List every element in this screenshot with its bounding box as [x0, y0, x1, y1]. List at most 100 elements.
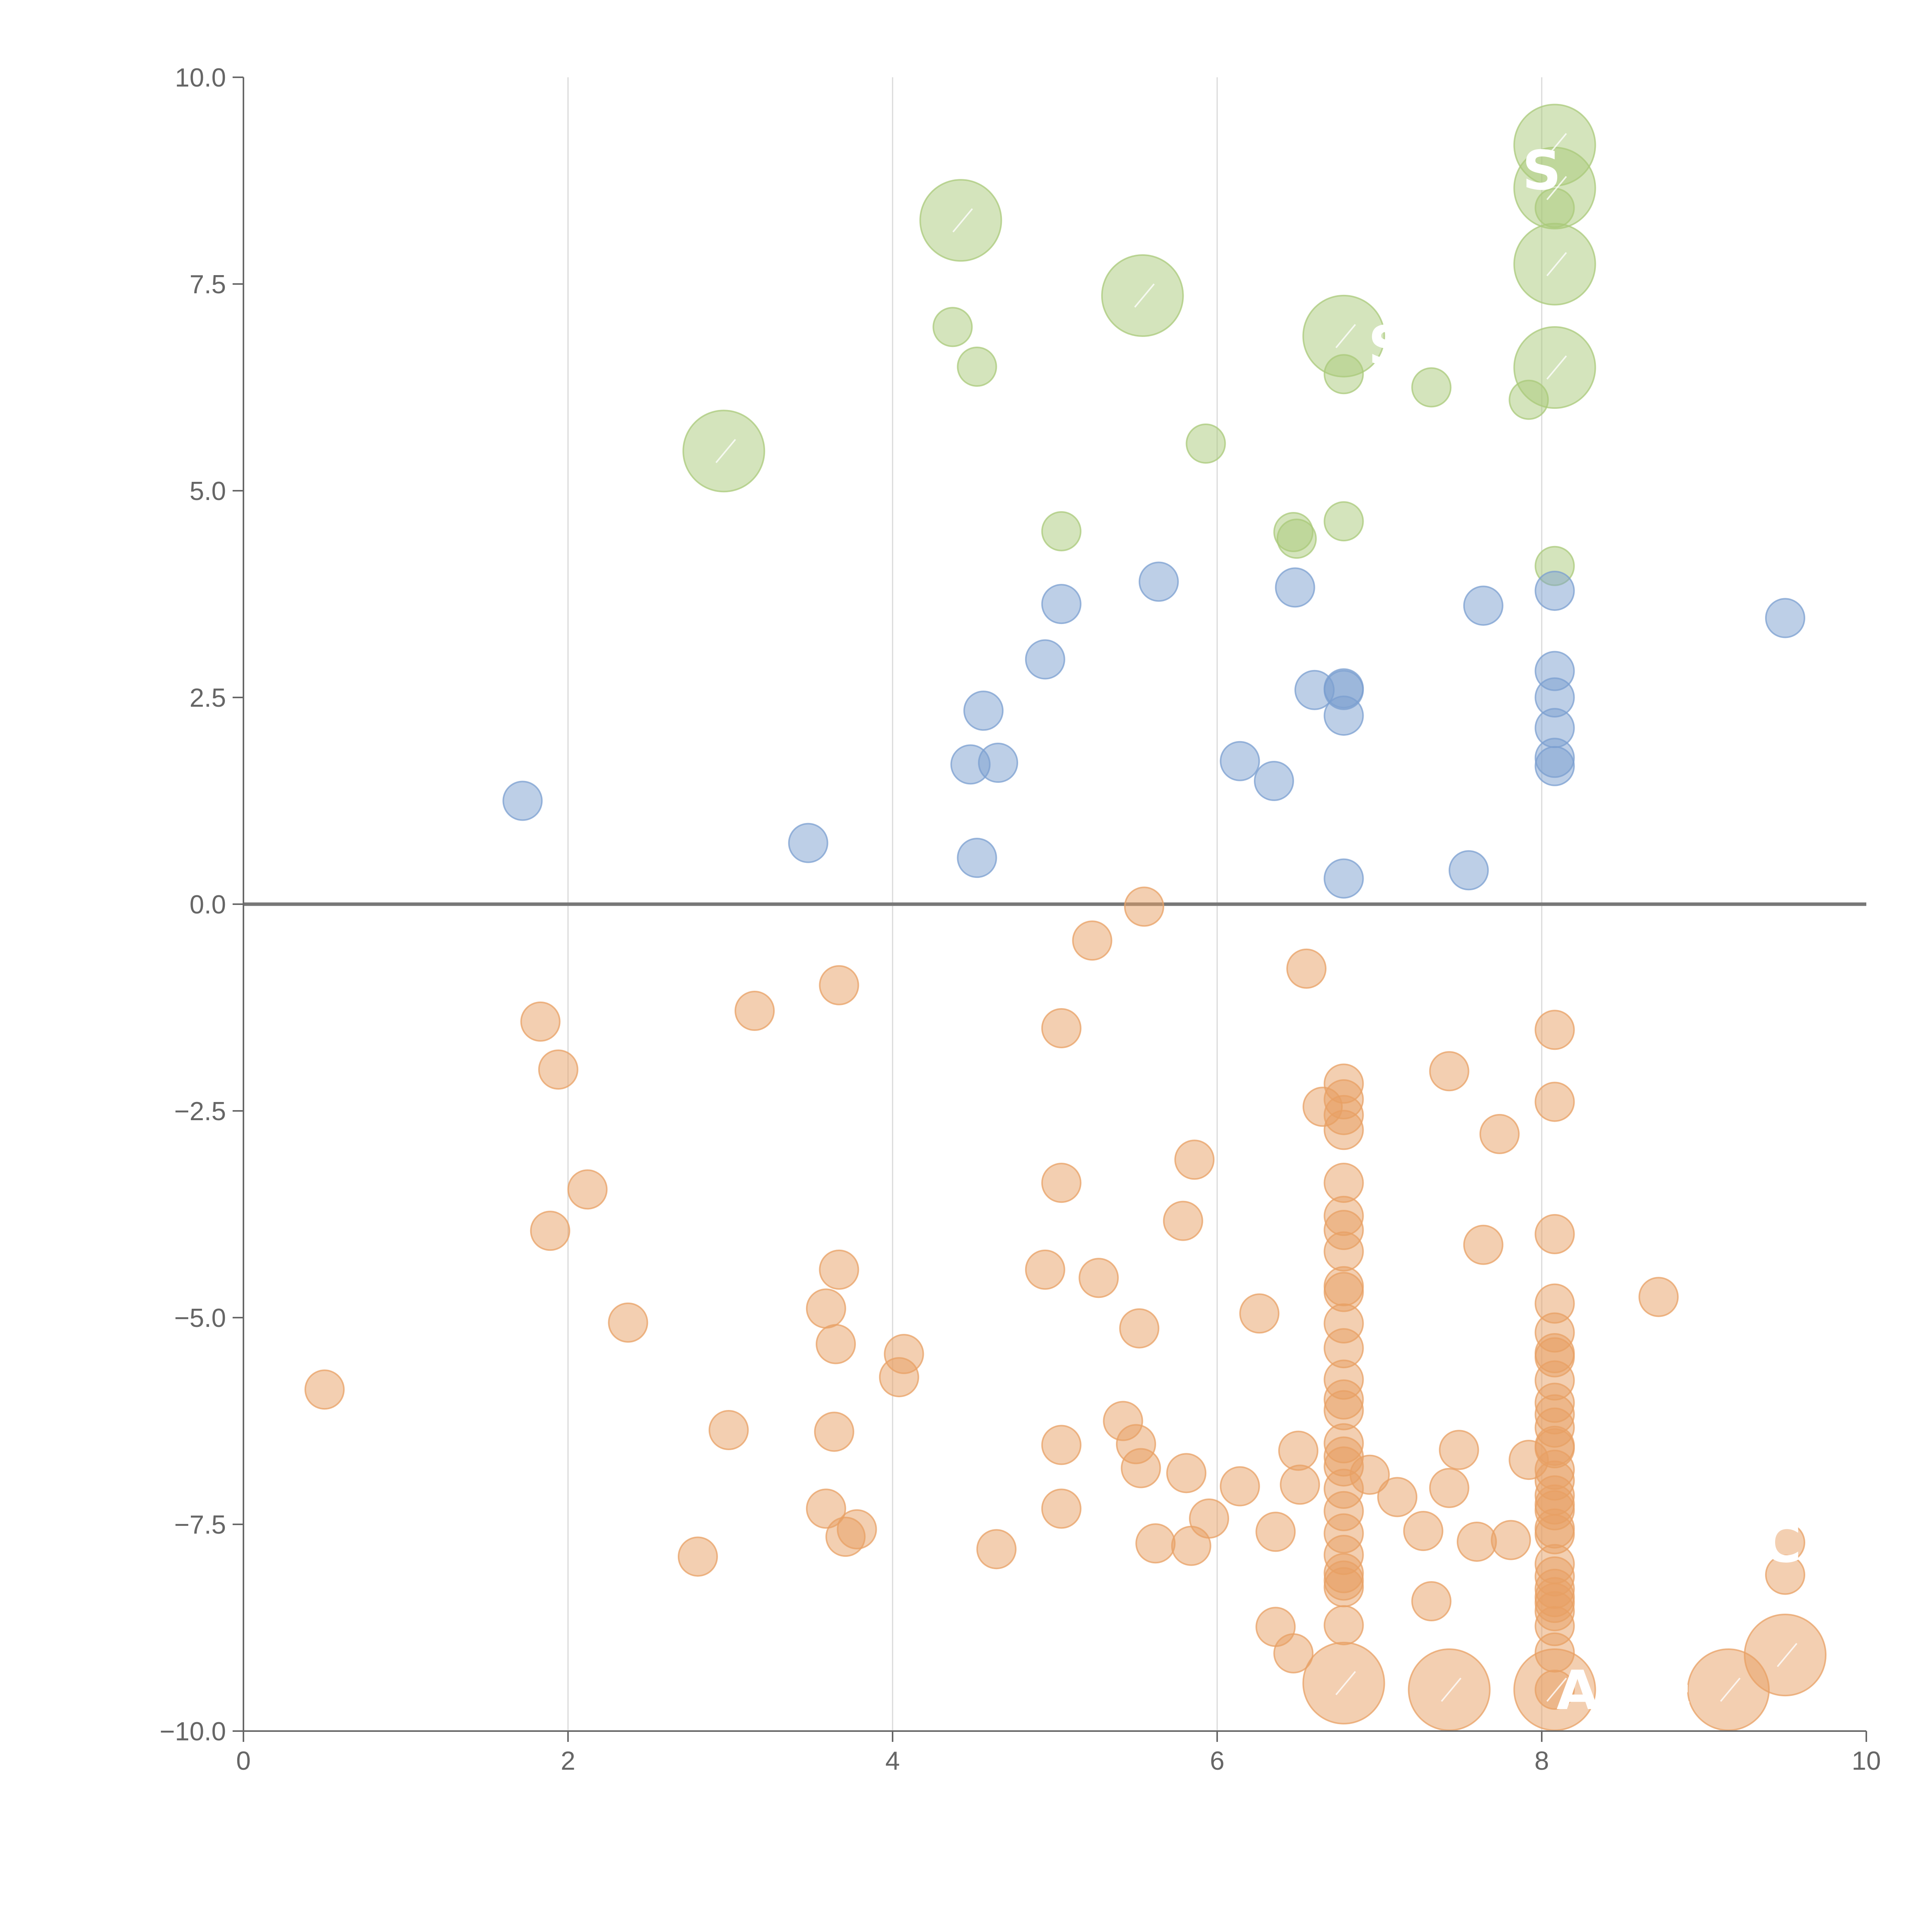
orange-bubble [1041, 1488, 1082, 1529]
bubble-annotation-label: S [1522, 139, 1561, 202]
blue-bubble [1463, 585, 1503, 626]
orange-bubble [1429, 1468, 1469, 1508]
green-bubble [682, 410, 765, 493]
orange-bubble [608, 1302, 648, 1343]
orange-bubble [1219, 1466, 1260, 1507]
orange-bubble [530, 1211, 570, 1251]
label-leader-line [1546, 252, 1567, 276]
orange-bubble [708, 1410, 749, 1451]
blue-bubble [957, 838, 997, 878]
orange-bubble [1041, 1163, 1082, 1203]
blue-bubble [1041, 584, 1082, 624]
orange-bubble [1323, 1231, 1364, 1272]
orange-bubble [806, 1488, 846, 1529]
x-tick-label: 6 [1210, 1746, 1225, 1776]
blue-bubble [1275, 567, 1315, 608]
orange-bubble [1491, 1520, 1531, 1560]
green-bubble [1323, 501, 1364, 542]
orange-bubble [1174, 1139, 1215, 1180]
orange-bubble [819, 1249, 859, 1290]
orange-bubble [1408, 1648, 1491, 1731]
label-leader-line [1720, 1677, 1741, 1702]
green-bubble [919, 179, 1002, 262]
orange-bubble [1025, 1249, 1065, 1290]
orange-bubble [1323, 1605, 1364, 1646]
green-bubble [957, 347, 997, 387]
blue-bubble [978, 743, 1018, 783]
orange-bubble [1121, 1448, 1161, 1488]
x-tick-label: 10 [1852, 1746, 1881, 1776]
orange-bubble [1280, 1464, 1320, 1505]
blue-bubble [1765, 598, 1805, 638]
label-leader-line [1546, 1677, 1567, 1702]
orange-bubble [304, 1369, 345, 1410]
orange-bubble [1255, 1512, 1296, 1552]
orange-bubble [1323, 1110, 1364, 1150]
orange-bubble [1286, 948, 1327, 989]
x-tick-label: 2 [561, 1746, 575, 1776]
y-tick-label: −10.0 [160, 1717, 226, 1746]
blue-bubble [1534, 746, 1575, 786]
orange-bubble [1278, 1430, 1318, 1471]
blue-bubble [1323, 696, 1364, 736]
blue-bubble [1449, 850, 1489, 891]
y-tick-label: −7.5 [174, 1510, 226, 1539]
label-leader-line [715, 439, 736, 463]
blue-bubble [1025, 639, 1065, 680]
label-leader-line [1546, 355, 1567, 380]
orange-bubble [806, 1288, 846, 1329]
orange-bubble [819, 965, 859, 1005]
ticks: 0 2 4 6 8 10 10.0 7.5 5.0 2.5 0.0 −2.5 −5.0 −7.5 −10.0 [160, 63, 1881, 1776]
bubble-annotation-label: E [1656, 1659, 1694, 1722]
orange-bubble [1041, 1008, 1082, 1048]
annotations: S S AC A E [715, 133, 1802, 1722]
orange-bubble [567, 1169, 608, 1210]
orange-bubble [837, 1509, 877, 1549]
blue-bubble [963, 690, 1004, 731]
blue-bubble [1323, 858, 1364, 899]
orange-bubble [1135, 1523, 1176, 1564]
gridlines [243, 77, 1866, 1731]
y-tick-label: −5.0 [174, 1303, 226, 1333]
green-bubble [1041, 511, 1082, 551]
orange-bubble [1078, 1258, 1119, 1298]
orange-bubble [1119, 1308, 1160, 1349]
orange-bubble [1439, 1430, 1479, 1470]
orange-bubble [1166, 1453, 1207, 1493]
green-bubble [1101, 254, 1184, 337]
y-tick-label: 7.5 [189, 270, 226, 299]
label-leader-line [1777, 1643, 1798, 1667]
green-bubble [1534, 188, 1575, 228]
y-tick-label: 10.0 [175, 63, 226, 92]
orange-bubble [816, 1324, 856, 1364]
orange-bubble [1744, 1614, 1827, 1697]
orange-bubble [1457, 1521, 1497, 1562]
label-leader-line [1134, 283, 1155, 308]
orange-bubble [1638, 1277, 1679, 1317]
orange-bubble [1239, 1293, 1280, 1334]
green-bubble [1509, 379, 1549, 420]
orange-bubble [1463, 1225, 1503, 1265]
blue-bubble [1534, 570, 1575, 611]
orange-bubble [1302, 1641, 1385, 1725]
orange-bubble [1323, 1567, 1364, 1607]
orange-bubble [1041, 1425, 1082, 1465]
label-leader-line [1546, 176, 1567, 201]
orange-bubble [1349, 1454, 1390, 1495]
blue-bubble [502, 781, 543, 821]
orange-bubble [1479, 1114, 1520, 1154]
label-leader-line [1546, 133, 1567, 157]
orange-bubble [1534, 1214, 1575, 1254]
bubble-annotation-label: A [1556, 1659, 1598, 1722]
green-bubble [1185, 423, 1226, 464]
bubble-annotation-label: AC [1720, 1512, 1801, 1575]
label-leader-line [1441, 1677, 1462, 1702]
orange-bubble [1429, 1051, 1469, 1092]
orange-bubble [884, 1334, 924, 1374]
orange-bubble [735, 991, 775, 1031]
y-tick-label: 2.5 [189, 683, 226, 713]
orange-bubble [520, 1001, 561, 1042]
orange-bubble [1072, 920, 1112, 961]
label-leader-line [952, 208, 973, 233]
